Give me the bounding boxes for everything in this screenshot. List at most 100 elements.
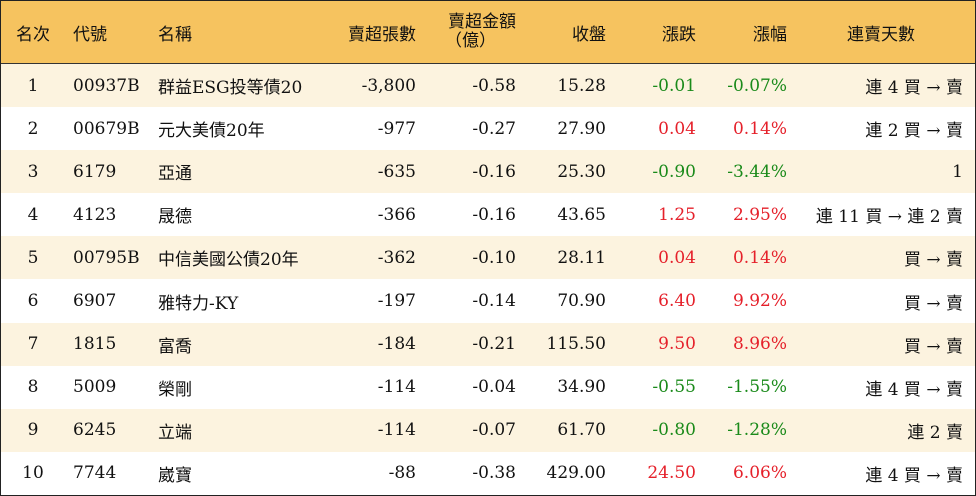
cell-streak: 連 2 賣 [907, 422, 963, 443]
cell-name: 群益ESG投等債20 [158, 78, 303, 99]
cell-close: 27.90 [557, 118, 606, 139]
cell-change-pct: 9.92% [732, 291, 787, 312]
header-rank: 名次 [16, 24, 50, 45]
cell-change-pct: 8.96% [732, 334, 787, 355]
cell-net-sell-sheets: -3,800 [361, 75, 416, 96]
cell-streak: 連 4 買 → 賣 [865, 379, 963, 400]
cell-rank: 5 [27, 247, 39, 268]
cell-name: 立端 [158, 422, 192, 443]
cell-net-sell-sheets: -88 [388, 463, 416, 484]
table-row: 9 6245 立端 -114 -0.07 61.70 -0.80 -1.28% 連 2 賣 [1, 408, 975, 452]
table-row: 2 00679B 元大美債20年 -977 -0.27 27.90 0.04 0.14% 連 2… [1, 107, 975, 151]
cell-net-sell-amount: -0.16 [472, 204, 516, 225]
cell-code: 4123 [73, 204, 117, 225]
cell-net-sell-amount: -0.27 [472, 118, 516, 139]
cell-close: 70.90 [557, 291, 606, 312]
cell-code: 7744 [73, 463, 117, 484]
cell-name: 亞通 [158, 164, 192, 185]
cell-net-sell-amount: -0.38 [472, 463, 516, 484]
cell-close: 34.90 [557, 377, 606, 398]
cell-name: 中信美國公債20年 [158, 250, 299, 271]
table-row: 10 7744 崴寶 -88 -0.38 429.00 24.50 6.06% 連 4 買 → … [1, 451, 975, 495]
header-streak: 連賣天數 [847, 24, 915, 45]
cell-code: 00679B [73, 118, 140, 139]
cell-streak: 連 2 買 → 賣 [865, 121, 963, 142]
cell-net-sell-amount: -0.07 [472, 420, 516, 441]
cell-change-pct: -3.44% [727, 161, 787, 182]
cell-change: 9.50 [658, 334, 696, 355]
cell-close: 25.30 [557, 161, 606, 182]
cell-code: 1815 [73, 334, 117, 355]
cell-code: 6179 [73, 161, 117, 182]
cell-name: 富喬 [158, 336, 192, 357]
cell-streak: 1 [952, 161, 963, 182]
cell-change: 1.25 [658, 204, 696, 225]
cell-rank: 8 [27, 377, 39, 398]
header-change-pct: 漲幅 [753, 24, 787, 45]
cell-code: 6907 [73, 291, 117, 312]
cell-rank: 7 [27, 334, 39, 355]
cell-streak: 買 → 賣 [903, 293, 963, 314]
cell-name: 雅特力-KY [158, 293, 239, 314]
cell-code: 00795B [73, 247, 140, 268]
table-row: 8 5009 榮剛 -114 -0.04 34.90 -0.55 -1.55% 連 4 買 → … [1, 365, 975, 409]
table-row: 7 1815 富喬 -184 -0.21 115.50 9.50 8.96% 買 → 賣 [1, 322, 975, 366]
table-header-row: 名次 代號 名稱 賣超張數 賣超金額 （億） 收盤 漲跌 漲幅 連賣天數 [1, 1, 975, 64]
cell-streak: 連 4 買 → 賣 [865, 78, 963, 99]
cell-close: 15.28 [557, 75, 606, 96]
cell-code: 5009 [73, 377, 117, 398]
cell-change: -0.55 [652, 377, 696, 398]
cell-change-pct: 6.06% [732, 463, 787, 484]
cell-streak: 連 4 買 → 賣 [865, 465, 963, 486]
cell-change-pct: -1.28% [727, 420, 787, 441]
cell-change-pct: 2.95% [732, 204, 787, 225]
cell-rank: 10 [22, 463, 44, 484]
cell-net-sell-amount: -0.58 [472, 75, 516, 96]
cell-rank: 2 [27, 118, 39, 139]
cell-rank: 9 [27, 420, 39, 441]
header-name: 名稱 [158, 24, 192, 45]
table-row: 1 00937B 群益ESG投等債20 -3,800 -0.58 15.28 -0.01 -0… [1, 64, 975, 108]
header-net-sell-amount: 賣超金額 （億） [416, 1, 516, 63]
cell-name: 崴寶 [158, 465, 192, 486]
cell-code: 00937B [73, 75, 140, 96]
cell-change: -0.80 [652, 420, 696, 441]
cell-net-sell-amount: -0.16 [472, 161, 516, 182]
cell-net-sell-sheets: -197 [377, 291, 416, 312]
cell-rank: 1 [27, 75, 39, 96]
cell-change-pct: -0.07% [727, 75, 787, 96]
cell-change-pct: 0.14% [732, 118, 787, 139]
cell-close: 28.11 [557, 247, 606, 268]
cell-change-pct: 0.14% [732, 247, 787, 268]
table-row: 6 6907 雅特力-KY -197 -0.14 70.90 6.40 9.92% 買 → 賣 [1, 279, 975, 323]
cell-net-sell-sheets: -114 [377, 420, 416, 441]
header-net-sell-amount-unit: （億） [445, 31, 496, 51]
cell-streak: 買 → 賣 [903, 250, 963, 271]
cell-net-sell-amount: -0.21 [472, 334, 516, 355]
cell-net-sell-amount: -0.10 [472, 247, 516, 268]
cell-net-sell-sheets: -114 [377, 377, 416, 398]
header-close: 收盤 [572, 24, 606, 45]
cell-change-pct: -1.55% [727, 377, 787, 398]
cell-net-sell-sheets: -977 [377, 118, 416, 139]
cell-close: 61.70 [557, 420, 606, 441]
cell-name: 元大美債20年 [158, 121, 265, 142]
cell-name: 榮剛 [158, 379, 192, 400]
table-row: 5 00795B 中信美國公債20年 -362 -0.10 28.11 0.04 0.14% 買… [1, 236, 975, 280]
cell-rank: 3 [27, 161, 39, 182]
cell-rank: 4 [27, 204, 39, 225]
cell-streak: 連 11 買 → 連 2 賣 [815, 207, 963, 228]
cell-change: 24.50 [647, 463, 696, 484]
cell-name: 晟德 [158, 207, 192, 228]
cell-change: -0.01 [652, 75, 696, 96]
cell-change: 0.04 [658, 118, 696, 139]
cell-change: 0.04 [658, 247, 696, 268]
cell-net-sell-sheets: -184 [377, 334, 416, 355]
cell-code: 6245 [73, 420, 117, 441]
table-row: 4 4123 晟德 -366 -0.16 43.65 1.25 2.95% 連 11 買 → 連… [1, 193, 975, 237]
header-change: 漲跌 [662, 24, 696, 45]
header-net-sell-sheets: 賣超張數 [348, 24, 416, 45]
cell-close: 115.50 [546, 334, 606, 355]
header-code: 代號 [73, 24, 107, 45]
cell-close: 43.65 [557, 204, 606, 225]
